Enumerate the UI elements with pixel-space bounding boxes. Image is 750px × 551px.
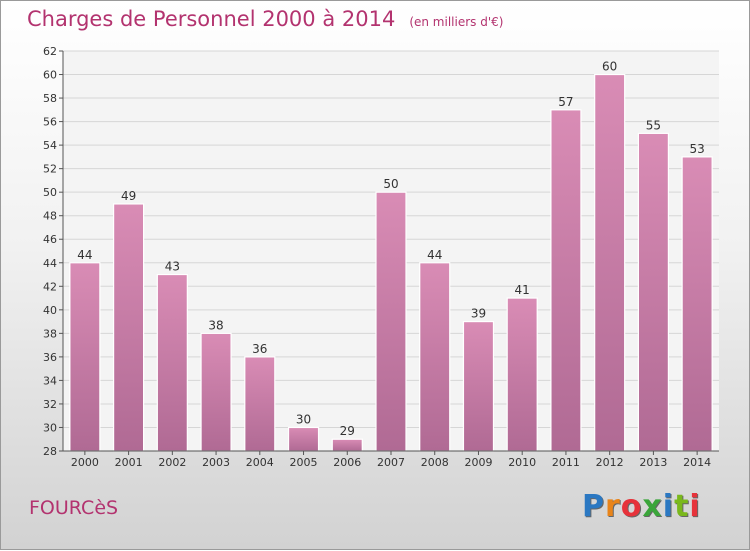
x-tick-label: 2004 (246, 456, 274, 469)
bar (287, 426, 320, 452)
y-tick-label: 52 (43, 163, 57, 176)
logo-letter: i (689, 489, 701, 524)
x-tick-label: 2001 (115, 456, 143, 469)
chart-subtitle: (en milliers d'€) (409, 15, 504, 29)
data-label: 44 (77, 248, 92, 262)
y-tick-label: 54 (43, 139, 57, 152)
y-tick-label: 56 (43, 116, 57, 129)
bar (69, 262, 101, 452)
y-tick-label: 50 (43, 186, 57, 199)
y-tick-label: 28 (43, 445, 57, 458)
bar (594, 73, 626, 452)
y-tick-label: 40 (43, 304, 57, 317)
data-label: 43 (165, 260, 180, 274)
bar (375, 191, 407, 452)
data-label: 29 (340, 424, 355, 438)
bar (506, 297, 538, 452)
data-label: 57 (558, 95, 573, 109)
y-tick-label: 36 (43, 351, 57, 364)
data-label: 38 (208, 318, 223, 332)
bar (419, 262, 451, 452)
data-label: 50 (383, 177, 398, 191)
data-label: 39 (471, 307, 486, 321)
logo-letter: t (674, 489, 690, 524)
x-tick-label: 2014 (683, 456, 711, 469)
x-tick-label: 2003 (202, 456, 230, 469)
bar (244, 356, 276, 452)
y-tick-label: 30 (43, 421, 57, 434)
x-tick-label: 2010 (508, 456, 536, 469)
bar (156, 273, 188, 452)
y-tick-label: 42 (43, 280, 57, 293)
x-tick-label: 2008 (421, 456, 449, 469)
logo-letter: o (620, 489, 643, 524)
x-tick-label: 2009 (464, 456, 492, 469)
data-label: 53 (689, 142, 704, 156)
logo-letter: P (582, 489, 605, 524)
x-tick-label: 2007 (377, 456, 405, 469)
x-tick-label: 2000 (71, 456, 99, 469)
y-tick-label: 62 (43, 45, 57, 58)
bar (637, 132, 670, 452)
data-label: 60 (602, 60, 617, 74)
logo-letter: i (662, 489, 675, 524)
x-tick-label: 2011 (552, 456, 580, 469)
commune-name: FOURCèS (29, 497, 119, 519)
y-tick-label: 58 (43, 92, 57, 105)
chart-title-text: Charges de Personnel 2000 à 2014 (27, 7, 396, 31)
x-tick-label: 2012 (596, 456, 624, 469)
chart-title: Charges de Personnel 2000 à 2014 (en mill… (27, 7, 503, 31)
x-tick-label: 2013 (639, 456, 667, 469)
x-tick-label: 2002 (158, 456, 186, 469)
bar (331, 438, 363, 452)
x-tick-label: 2006 (333, 456, 361, 469)
y-tick-label: 48 (43, 210, 57, 223)
y-tick-label: 44 (43, 257, 57, 270)
bar (112, 203, 145, 452)
axes: 28 30 32 34 36 38 40 42 44 46 48 50 52 54 56 58 60 62 2000… (43, 45, 719, 469)
bars: 44 49 43 38 36 30 29 50 44 39 41 57 60 55 53 (69, 60, 713, 452)
x-tick-label: 2005 (290, 456, 318, 469)
y-tick-label: 34 (43, 374, 57, 387)
data-label: 41 (515, 283, 530, 297)
data-label: 30 (296, 412, 311, 426)
data-label: 55 (646, 118, 661, 132)
data-label: 49 (121, 189, 136, 203)
bar (200, 332, 232, 452)
y-tick-label: 60 (43, 69, 57, 82)
y-tick-label: 38 (43, 327, 57, 340)
y-tick-label: 32 (43, 398, 57, 411)
y-tick-label: 46 (43, 233, 57, 246)
proxiti-logo: Proxiti (582, 489, 701, 524)
logo-letter: r (605, 489, 621, 524)
data-label: 36 (252, 342, 267, 356)
bar (550, 109, 582, 452)
data-label: 44 (427, 248, 442, 262)
bar (681, 156, 713, 452)
logo-letter: x (642, 489, 663, 524)
bar (462, 320, 495, 452)
